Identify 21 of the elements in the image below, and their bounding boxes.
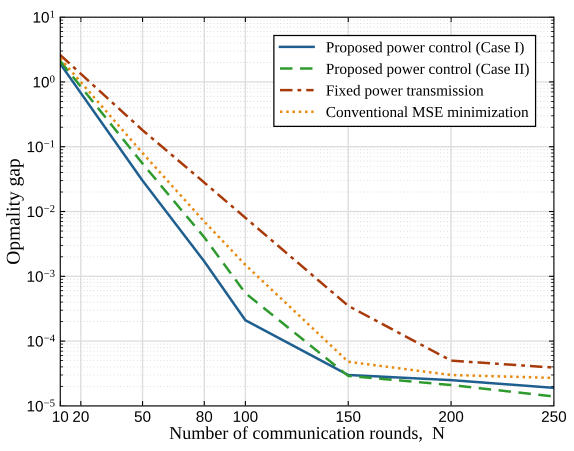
x-tick-label: 150 bbox=[336, 411, 360, 422]
legend-label: Proposed power control (Case II) bbox=[326, 63, 529, 78]
y-tick-label: 10$^{−1}$ bbox=[28, 140, 54, 152]
y-tick-label: 10$^{0}$ bbox=[34, 75, 55, 88]
x-axis-title: Number of communication rounds, N bbox=[170, 426, 445, 442]
x-tick-label: 200 bbox=[439, 411, 464, 422]
y-tick-label: 10$^{1}$ bbox=[34, 10, 54, 23]
y-tick-label: 10$^{−4}$ bbox=[28, 334, 55, 347]
legend-label: Proposed power control (Case I) bbox=[326, 42, 524, 56]
x-tick-label: 250 bbox=[542, 411, 566, 422]
y-tick-label: 10$^{−3}$ bbox=[28, 270, 55, 282]
legend-label: Conventional MSE minimization bbox=[326, 106, 528, 118]
y-axis-title: Opmality gap bbox=[6, 159, 24, 264]
y-tick-label: 10$^{−2}$ bbox=[28, 204, 54, 218]
x-tick-label: 20 bbox=[73, 411, 89, 422]
legend-label: Fixed power transmission bbox=[326, 84, 484, 99]
x-tick-label: 80 bbox=[196, 411, 212, 422]
x-tick-label: 50 bbox=[134, 411, 150, 422]
y-tick-label: 10$^{−5}$ bbox=[28, 400, 55, 412]
x-tick-label: 100 bbox=[234, 411, 258, 422]
x-tick-label: 10 bbox=[52, 411, 68, 422]
